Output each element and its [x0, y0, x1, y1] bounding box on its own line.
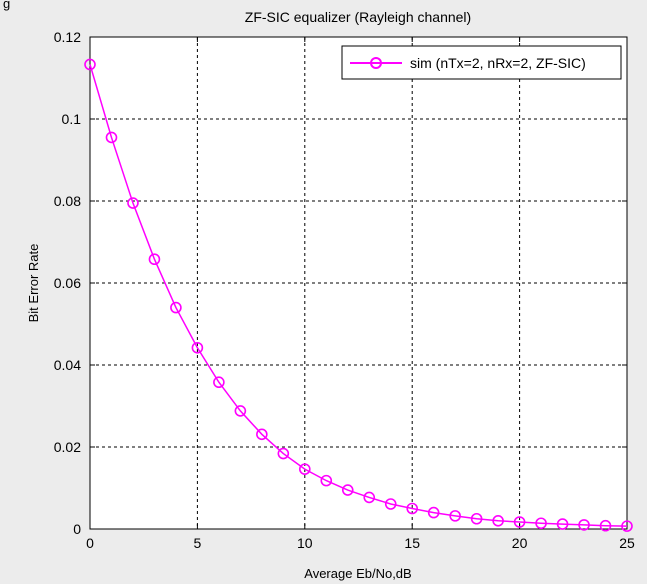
- legend: sim (nTx=2, nRx=2, ZF-SIC): [341, 45, 622, 80]
- y-tick-label: 0.12: [54, 29, 81, 45]
- data-point-marker: [256, 428, 268, 441]
- y-axis-label: Bit Error Rate: [26, 244, 41, 323]
- data-point-marker: [127, 197, 139, 209]
- data-point-marker: [320, 474, 333, 487]
- y-tick-label: 0.02: [54, 439, 81, 455]
- data-point-marker: [513, 516, 526, 528]
- figure-fragment-label: g: [3, 0, 10, 11]
- data-point-marker: [599, 519, 612, 532]
- x-tick-label: 0: [86, 535, 94, 551]
- data-point-marker: [535, 517, 547, 530]
- legend-marker-swatch: [370, 57, 382, 69]
- data-point-marker: [105, 131, 118, 144]
- chart-title: ZF-SIC equalizer (Rayleigh channel): [245, 9, 471, 25]
- data-point-marker: [470, 512, 483, 525]
- series-layer: [84, 58, 633, 532]
- x-tick-label: 10: [297, 535, 313, 551]
- data-point-marker: [277, 447, 290, 460]
- data-point-marker: [556, 518, 569, 530]
- y-tick-label: 0.06: [54, 275, 81, 291]
- axis-ticks: 0 5 10 15 20 25 0 0.02 0.04 0.06 0.08 0.1 0.12: [54, 29, 635, 551]
- data-point-marker: [170, 301, 182, 314]
- data-point-marker: [492, 514, 504, 527]
- x-tick-label: 15: [404, 535, 420, 551]
- y-tick-label: 0.1: [62, 111, 82, 127]
- data-point-marker: [84, 58, 96, 71]
- x-axis-label: Average Eb/No,dB: [304, 566, 411, 581]
- data-point-marker: [363, 491, 376, 504]
- data-point-marker: [213, 376, 225, 389]
- data-point-marker: [148, 253, 161, 266]
- data-point-marker: [341, 484, 354, 496]
- x-tick-label: 20: [512, 535, 528, 551]
- x-tick-label: 5: [194, 535, 202, 551]
- data-point-marker: [449, 510, 461, 522]
- y-tick-label: 0.04: [54, 357, 81, 373]
- data-point-marker: [621, 520, 633, 532]
- legend-entry-label: sim (nTx=2, nRx=2, ZF-SIC): [410, 55, 586, 71]
- plot-area: [90, 37, 627, 529]
- data-point-marker: [578, 519, 590, 531]
- data-point-marker: [191, 341, 204, 354]
- y-tick-label: 0: [73, 521, 81, 537]
- data-point-marker: [298, 463, 311, 475]
- data-point-marker: [406, 502, 419, 515]
- data-point-marker: [427, 506, 440, 519]
- x-tick-label: 25: [619, 535, 635, 551]
- data-point-marker: [384, 498, 397, 510]
- series-line: [89, 64, 628, 527]
- grid: [90, 37, 627, 529]
- data-point-marker: [234, 405, 247, 417]
- y-tick-label: 0.08: [54, 193, 81, 209]
